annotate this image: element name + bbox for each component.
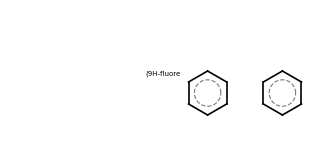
Text: (9H-fluore: (9H-fluore <box>146 71 181 77</box>
